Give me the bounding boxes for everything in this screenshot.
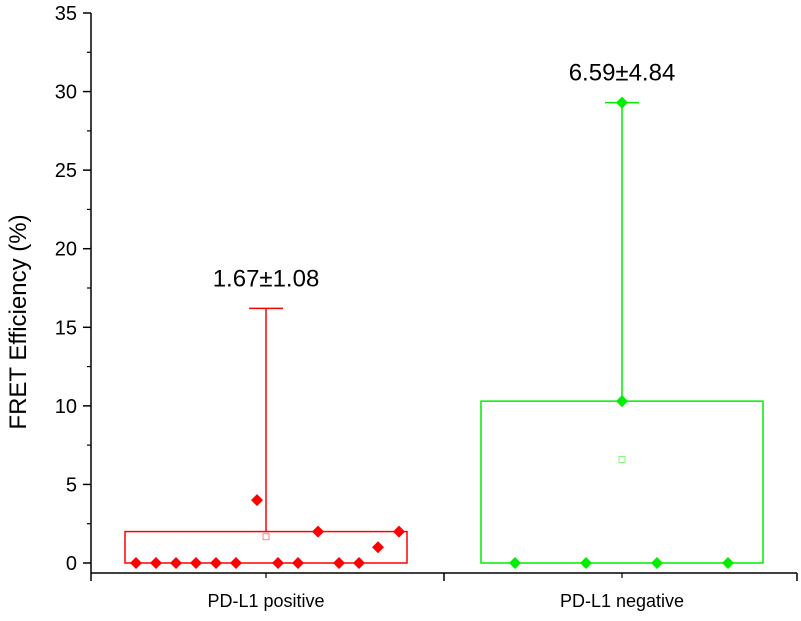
mean-marker: [262, 533, 270, 541]
mean-marker: [618, 456, 626, 463]
data-point: [333, 557, 345, 569]
data-point: [616, 96, 628, 109]
axes: 0 5 10 15 20 25 30 35 PD-L1 positive PD-L1 negati…: [55, 3, 798, 611]
box-group: 6.59±4.84: [480, 60, 764, 569]
y-tick-label: 0: [66, 553, 77, 575]
box-group: 1.67±1.08: [124, 265, 408, 569]
y-tick-label: 35: [55, 3, 77, 25]
y-tick-label: 20: [55, 239, 77, 261]
data-point: [251, 494, 263, 507]
data-point: [190, 557, 202, 569]
group-annotation: 6.59±4.84: [569, 60, 676, 87]
data-point: [170, 557, 182, 569]
box-rect: [480, 400, 764, 564]
data-point: [393, 525, 405, 538]
data-point: [580, 557, 592, 569]
data-point: [616, 395, 628, 408]
data-point: [722, 557, 734, 569]
data-point: [292, 557, 304, 569]
plot-area: 1.67±1.08 6.59±4.84: [124, 60, 764, 569]
y-tick-label: 30: [55, 82, 77, 104]
x-tick-label: PD-L1 positive: [207, 591, 324, 611]
y-tick-label: 5: [66, 474, 77, 496]
x-tick-label: PD-L1 negative: [560, 591, 684, 611]
data-point: [312, 525, 324, 538]
data-point: [210, 557, 222, 569]
data-point: [509, 557, 521, 569]
y-axis-label: FRET Efficiency (%): [5, 214, 32, 429]
data-point: [651, 557, 663, 569]
data-point: [230, 557, 242, 569]
y-tick-label: 15: [55, 317, 77, 339]
data-point: [372, 541, 384, 554]
data-point: [353, 557, 365, 569]
data-point: [272, 557, 284, 569]
y-tick-label: 25: [55, 160, 77, 182]
data-point: [150, 557, 162, 569]
box-rect: [124, 530, 408, 564]
data-point: [130, 557, 142, 569]
group-annotation: 1.67±1.08: [213, 265, 320, 292]
y-tick-label: 10: [55, 396, 77, 418]
